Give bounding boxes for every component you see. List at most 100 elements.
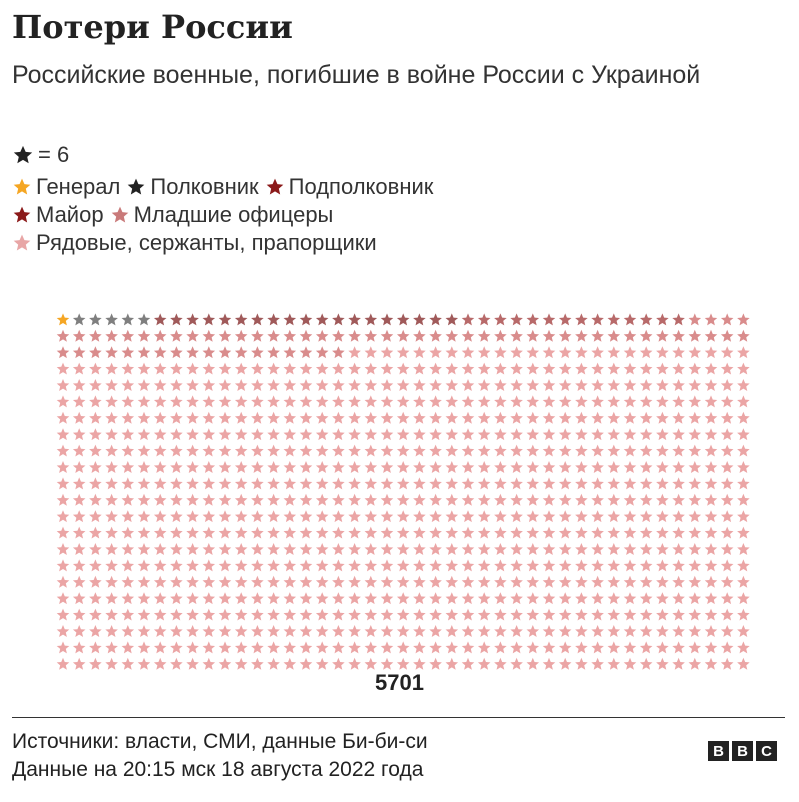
- pictogram-star: [737, 641, 750, 654]
- pictogram-star: [137, 559, 151, 572]
- pictogram-star: [121, 575, 135, 588]
- pictogram-star: [396, 543, 410, 555]
- pictogram-star: [170, 625, 183, 637]
- pictogram-star: [591, 526, 604, 539]
- pictogram-star: [105, 543, 118, 555]
- pictogram-star: [56, 641, 70, 654]
- legend-row-1: Генерал Полковник Подполковник: [12, 174, 439, 200]
- pictogram-star: [542, 641, 556, 654]
- pictogram-star: [639, 428, 653, 441]
- pictogram-star: [380, 362, 394, 375]
- pictogram-star: [510, 559, 523, 572]
- pictogram-star: [121, 625, 135, 637]
- pictogram-star: [607, 625, 621, 637]
- pictogram-star: [267, 346, 280, 359]
- pictogram-star: [380, 346, 394, 359]
- pictogram-star: [234, 329, 248, 342]
- pictogram-star: [413, 411, 426, 424]
- pictogram-star: [153, 608, 167, 621]
- pictogram-star: [380, 395, 394, 408]
- pictogram-star: [672, 379, 685, 391]
- pictogram-star: [121, 641, 135, 654]
- legend-item-general: Генерал: [12, 174, 120, 200]
- pictogram-star: [332, 461, 345, 473]
- pictogram-star: [720, 608, 734, 621]
- pictogram-star: [153, 625, 167, 637]
- pictogram-star: [461, 641, 475, 654]
- pictogram-star: [251, 362, 264, 375]
- pictogram-star: [186, 477, 199, 490]
- pictogram-star: [623, 641, 637, 654]
- pictogram-star: [413, 641, 426, 654]
- pictogram-star: [720, 362, 734, 375]
- pictogram-star: [558, 362, 572, 375]
- pictogram-star: [170, 461, 183, 473]
- pictogram-star: [672, 493, 685, 506]
- pictogram-star: [315, 411, 329, 424]
- pictogram-star: [299, 477, 313, 490]
- pictogram-star: [137, 493, 151, 506]
- pictogram-star: [348, 362, 361, 375]
- pictogram-star: [591, 641, 604, 654]
- pictogram-star: [348, 543, 361, 555]
- pictogram-star: [153, 346, 167, 359]
- pictogram-star: [364, 461, 378, 473]
- pictogram-star: [477, 313, 491, 326]
- pictogram-star: [234, 625, 248, 637]
- pictogram-star: [56, 313, 70, 326]
- pictogram-star: [332, 641, 345, 654]
- pictogram-star: [704, 575, 718, 588]
- pictogram-star: [720, 510, 734, 523]
- pictogram-star: [688, 329, 702, 342]
- pictogram-star: [202, 526, 216, 539]
- pictogram-star: [315, 543, 329, 555]
- pictogram-star: [558, 608, 572, 621]
- pictogram-star: [348, 559, 361, 572]
- pictogram-star: [510, 346, 523, 359]
- legend-item-junior-officers: Младшие офицеры: [110, 202, 333, 228]
- pictogram-star: [299, 379, 313, 391]
- pictogram-star: [542, 575, 556, 588]
- pictogram-star: [445, 641, 459, 654]
- pictogram-star: [153, 444, 167, 457]
- pictogram-star: [672, 346, 685, 359]
- pictogram-star: [672, 559, 685, 572]
- pictogram-star: [332, 510, 345, 523]
- pictogram-star: [623, 411, 637, 424]
- pictogram-star: [396, 379, 410, 391]
- pictogram-star: [639, 313, 653, 326]
- pictogram-star: [72, 477, 86, 490]
- pictogram-star: [396, 641, 410, 654]
- pictogram-star: [299, 329, 313, 342]
- pictogram-star: [607, 543, 621, 555]
- pictogram-star: [623, 313, 637, 326]
- pictogram-star: [688, 444, 702, 457]
- pictogram-star: [461, 657, 475, 670]
- pictogram-star: [380, 493, 394, 506]
- pictogram-star: [348, 444, 361, 457]
- pictogram-star: [607, 493, 621, 506]
- pictogram-star: [494, 608, 507, 621]
- pictogram-star: [623, 379, 637, 391]
- pictogram-star: [542, 379, 556, 391]
- pictogram-star: [89, 444, 102, 457]
- pictogram-star: [607, 379, 621, 391]
- pictogram-star: [202, 608, 216, 621]
- pictogram-star: [153, 395, 167, 408]
- pictogram-star: [121, 346, 135, 359]
- pictogram-star: [510, 444, 523, 457]
- pictogram-star: [704, 592, 718, 605]
- pictogram-star: [186, 559, 199, 572]
- pictogram-star: [510, 477, 523, 490]
- pictogram-star: [510, 592, 523, 605]
- pictogram-star: [202, 395, 216, 408]
- pictogram-star: [105, 379, 118, 391]
- star-pictogram: [56, 313, 750, 670]
- pictogram-star: [56, 575, 70, 588]
- pictogram-star: [283, 559, 297, 572]
- footer: Источники: власти, СМИ, данные Би-би-си …: [12, 728, 428, 784]
- pictogram-star: [656, 657, 669, 670]
- pictogram-star: [348, 428, 361, 441]
- pictogram-star: [575, 641, 588, 654]
- pictogram-star: [445, 592, 459, 605]
